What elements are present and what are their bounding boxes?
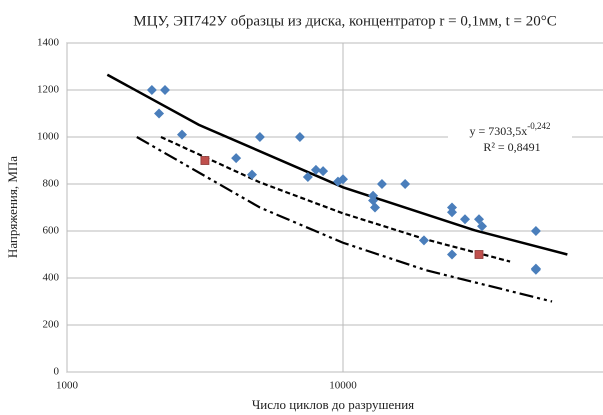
data-point [447, 249, 458, 260]
trend-line [160, 136, 511, 263]
y-tick-label: 800 [43, 178, 60, 190]
data-point [310, 164, 321, 175]
data-point [176, 129, 187, 140]
plot-area [66, 42, 603, 373]
data-point [530, 264, 541, 275]
data-point [376, 179, 387, 189]
data-point [200, 156, 210, 165]
x-axis-label: Число циклов до разрушения [252, 397, 414, 412]
y-tick-label: 0 [54, 366, 60, 378]
data-point [474, 214, 485, 225]
y-tick-label: 600 [43, 225, 60, 237]
y-tick-label: 1400 [37, 37, 60, 49]
data-point [530, 226, 541, 236]
y-tick-label: 400 [43, 272, 60, 284]
y-tick-label: 1000 [37, 131, 60, 143]
trend-line [106, 73, 568, 256]
data-point [370, 202, 381, 213]
x-tick-label: 1000 [56, 380, 79, 392]
trend-line [136, 136, 553, 303]
data-point [294, 132, 305, 142]
data-point [400, 179, 411, 189]
data-point [477, 221, 488, 232]
data-point [154, 108, 165, 119]
equation-base: y = 7303,5x [469, 124, 527, 138]
y-tick-label: 1200 [37, 84, 60, 96]
y-axis-label: Напряжения, МПа [5, 156, 20, 258]
data-point [459, 214, 470, 225]
data-point [338, 174, 348, 185]
x-tick-label: 10000 [329, 380, 357, 392]
equation-exponent: -0,242 [527, 121, 550, 131]
data-point [146, 85, 157, 95]
r-squared: R² = 0,8491 [483, 140, 540, 154]
data-point [318, 166, 329, 177]
data-point [246, 169, 257, 180]
data-point [474, 250, 484, 259]
data-point [159, 85, 170, 95]
y-tick-label: 200 [43, 319, 60, 331]
data-point [231, 153, 242, 164]
equation: y = 7303,5x-0,242 [469, 121, 550, 138]
data-point [254, 132, 265, 142]
data-point [302, 171, 313, 182]
chart-title: МЦУ, ЭП742У образцы из диска, концентрат… [133, 13, 556, 29]
annotation-box [448, 121, 572, 156]
data-point [368, 195, 379, 206]
data-point [447, 207, 458, 218]
data-point [418, 235, 429, 246]
